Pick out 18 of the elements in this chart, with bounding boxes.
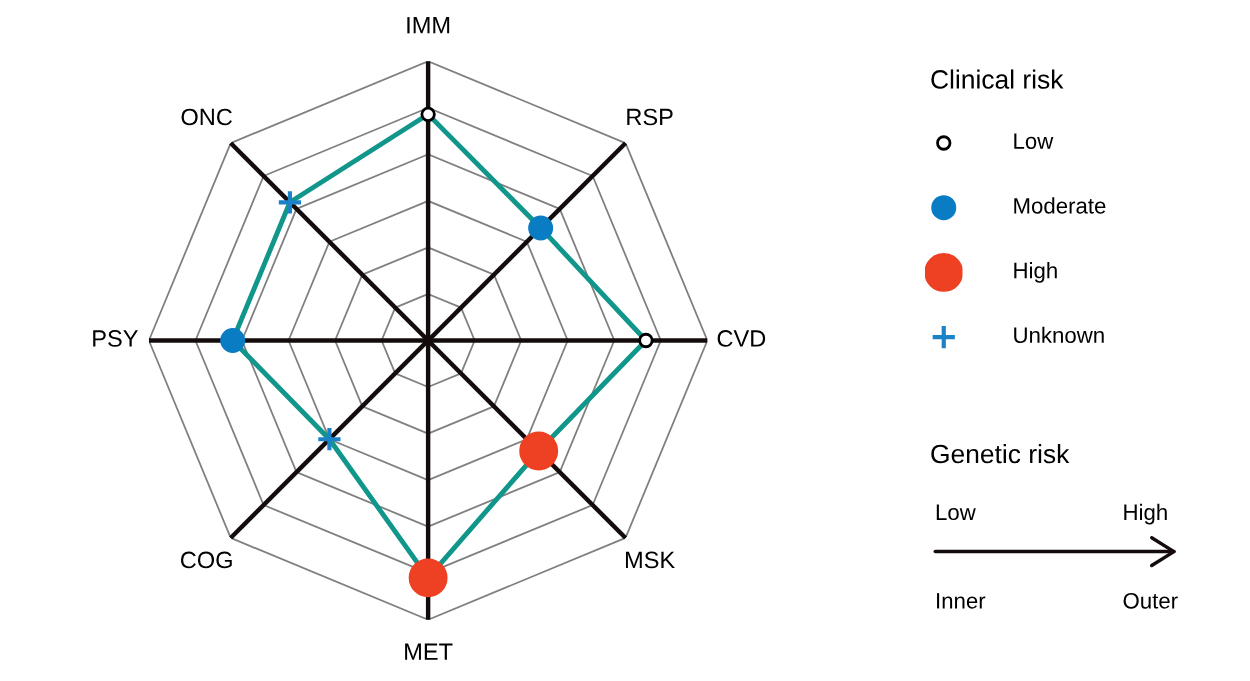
spoke-label: CVD — [717, 330, 766, 347]
spoke-label: MSK — [625, 551, 675, 569]
text: Moderate — [1014, 197, 1106, 214]
text: Clinical risk — [931, 69, 1064, 89]
spoke-label: PSY — [93, 330, 138, 347]
text: Inner — [937, 593, 986, 609]
text: Unknown — [1014, 326, 1104, 344]
text: Outer — [1123, 592, 1178, 609]
spoke-label: IMM — [407, 17, 450, 34]
spoke-label: RSP — [627, 108, 673, 126]
spoke-label: COG — [180, 551, 232, 569]
spoke-label: ONC — [181, 108, 232, 126]
text: Low — [1014, 133, 1054, 149]
text: High — [1014, 262, 1057, 283]
text: Genetic risk — [931, 443, 1070, 464]
spoke-label: MET — [405, 643, 453, 660]
text: Low — [936, 504, 976, 521]
text: High — [1124, 503, 1167, 525]
